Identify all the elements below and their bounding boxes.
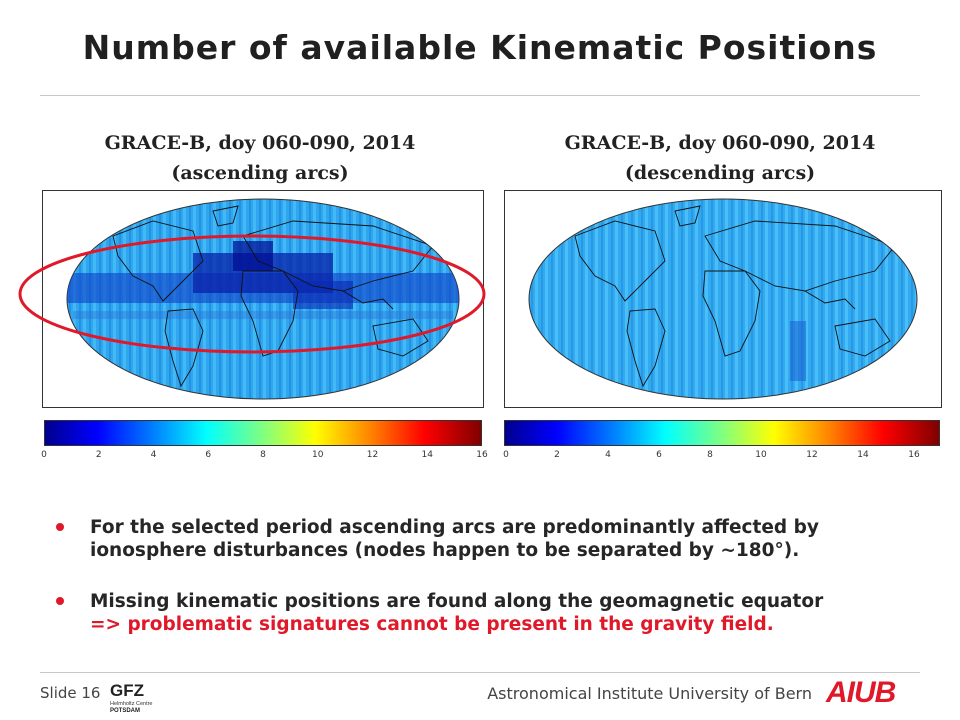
- slide-number: Slide 16: [40, 684, 101, 702]
- right-map-canvas: [528, 198, 918, 400]
- colorbar-tick-label: 4: [605, 450, 611, 460]
- colorbar-tick-label: 2: [554, 450, 560, 460]
- right-map: [504, 190, 942, 408]
- right-map-title: GRACE-B, doy 060-090, 2014 (descending a…: [500, 128, 940, 188]
- colorbar-tick-label: 8: [260, 450, 266, 460]
- bullet-2-text-red: => problematic signatures cannot be pres…: [90, 614, 774, 635]
- bullet-2: Missing kinematic positions are found al…: [56, 590, 926, 640]
- bullet-2-text: Missing kinematic positions are found al…: [90, 590, 926, 636]
- svg-text:Helmholtz Centre: Helmholtz Centre: [110, 701, 153, 707]
- svg-text:POTSDAM: POTSDAM: [110, 708, 140, 714]
- left-colorbar: [44, 420, 482, 446]
- colorbar-tick-label: 10: [312, 450, 324, 460]
- left-colorbar-ticks: 0 2 4 6 8 10 12 14 16: [41, 450, 488, 464]
- left-map: [42, 190, 484, 408]
- left-map-title-line1: GRACE-B, doy 060-090, 2014: [104, 132, 416, 154]
- colorbar-tick-label: 12: [366, 450, 379, 460]
- top-divider: [40, 95, 920, 96]
- gfz-logo: GFZ Helmholtz Centre POTSDAM: [110, 681, 153, 714]
- right-colorbar: [504, 420, 940, 446]
- colorbar-tick-label: 6: [656, 450, 662, 460]
- colorbar-tick-label: 0: [41, 450, 47, 460]
- right-colorbar-ticks: 0 2 4 6 8 10 12 14 16: [503, 450, 920, 464]
- colorbar-tick-label: 2: [95, 450, 102, 460]
- bullet-1-text: For the selected period ascending arcs a…: [90, 517, 819, 561]
- colorbar-tick-label: 4: [150, 450, 157, 460]
- right-globe: [528, 198, 918, 400]
- bullet-dot: [56, 523, 64, 531]
- colorbar-tick-label: 14: [421, 450, 433, 460]
- left-map-title: GRACE-B, doy 060-090, 2014 (ascending ar…: [40, 128, 480, 188]
- left-map-title-line2: (ascending arcs): [171, 162, 349, 184]
- bullet-dot: [56, 597, 64, 605]
- colorbar-tick-label: 0: [503, 450, 509, 460]
- bottom-divider: [40, 672, 920, 673]
- institute-name: Astronomical Institute University of Ber…: [487, 684, 812, 703]
- colorbar-tick-label: 6: [205, 450, 212, 460]
- colorbar-tick-label: 8: [707, 450, 713, 460]
- bullet-2-text-black: Missing kinematic positions are found al…: [90, 591, 824, 612]
- colorbar-tick-label: 12: [806, 450, 818, 460]
- colorbar-tick-label: 14: [857, 450, 869, 460]
- right-map-title-line1: GRACE-B, doy 060-090, 2014: [564, 132, 876, 154]
- right-map-title-line2: (descending arcs): [624, 162, 816, 184]
- bullet-1: For the selected period ascending arcs a…: [56, 516, 926, 566]
- colorbar-tick-label: 16: [908, 450, 920, 460]
- colorbar-tick-label: 16: [476, 450, 488, 460]
- colorbar-tick-label: 10: [755, 450, 767, 460]
- svg-text:GFZ: GFZ: [110, 681, 144, 700]
- slide-title: Number of available Kinematic Positions: [82, 28, 878, 67]
- left-map-canvas: [66, 198, 460, 400]
- aiub-logo: AIUB: [826, 676, 896, 709]
